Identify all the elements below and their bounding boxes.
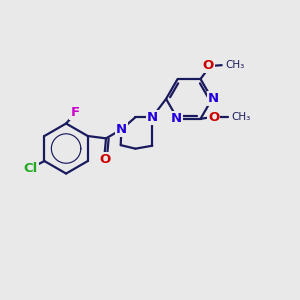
Text: CH₃: CH₃ [231, 112, 251, 122]
Text: N: N [116, 123, 127, 136]
Text: O: O [202, 59, 214, 72]
Text: N: N [170, 112, 182, 125]
Text: N: N [208, 92, 219, 105]
Text: O: O [99, 153, 110, 166]
Text: CH₃: CH₃ [226, 60, 245, 70]
Text: F: F [70, 106, 80, 119]
Text: Cl: Cl [23, 162, 38, 175]
Text: O: O [208, 111, 219, 124]
Text: N: N [147, 111, 158, 124]
